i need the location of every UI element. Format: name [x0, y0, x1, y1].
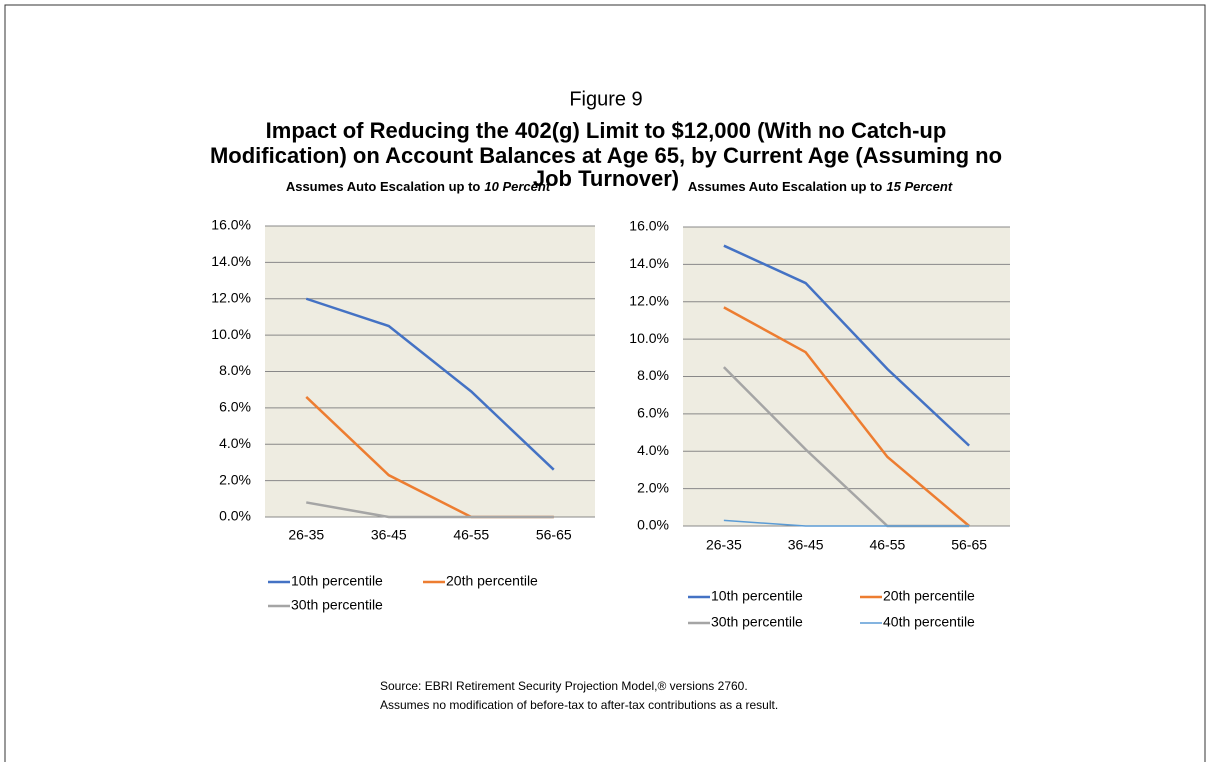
y-tick-label: 14.0% [211, 253, 251, 269]
note: Assumes no modification of before-tax to… [380, 698, 778, 712]
series-line [306, 501, 554, 519]
y-tick-label: 16.0% [629, 218, 669, 234]
x-tick-label: 36-45 [788, 537, 824, 553]
title-line: Job Turnover) [533, 166, 679, 191]
y-tick-label: 0.0% [637, 517, 669, 533]
y-tick-label: 10.0% [211, 326, 251, 342]
y-tick-label: 14.0% [629, 255, 669, 271]
y-tick-label: 2.0% [637, 479, 669, 495]
x-tick-label: 36-45 [371, 527, 407, 543]
subtitle: Assumes Auto Escalation up to 15 Percent [688, 179, 953, 194]
y-tick-label: 6.0% [219, 399, 251, 415]
x-tick-label: 26-35 [706, 537, 742, 553]
title-line: Impact of Reducing the 402(g) Limit to $… [266, 118, 947, 143]
y-tick-label: 10.0% [629, 330, 669, 346]
subtitle-emphasis: 10 Percent [484, 179, 550, 194]
legend-label: 20th percentile [883, 588, 975, 604]
y-tick-label: 4.0% [219, 435, 251, 451]
x-tick-label: 46-55 [869, 537, 905, 553]
y-tick-label: 6.0% [637, 405, 669, 421]
y-tick-label: 16.0% [211, 217, 251, 233]
legend-label: 30th percentile [711, 614, 803, 630]
y-tick-label: 12.0% [629, 292, 669, 308]
legend-label: 10th percentile [291, 573, 383, 589]
series-line [305, 297, 555, 471]
y-tick-label: 12.0% [211, 289, 251, 305]
y-tick-label: 8.0% [219, 362, 251, 378]
y-tick-label: 0.0% [219, 508, 251, 524]
series-line [723, 306, 970, 527]
title-line: Modification) on Account Balances at Age… [210, 143, 1002, 168]
legend-label: 40th percentile [883, 614, 975, 630]
subtitle-emphasis: 15 Percent [886, 179, 952, 194]
y-tick-label: 2.0% [219, 471, 251, 487]
subtitle-text: Assumes Auto Escalation up to [286, 179, 481, 194]
subtitle-text: Assumes Auto Escalation up to [688, 179, 883, 194]
legend-label: 10th percentile [711, 588, 803, 604]
figure-label: Figure 9 [569, 88, 642, 110]
x-tick-label: 56-65 [536, 527, 572, 543]
series-line [723, 244, 970, 447]
frame [4, 4, 1206, 762]
y-tick-label: 8.0% [637, 367, 669, 383]
x-tick-label: 56-65 [951, 537, 987, 553]
legend-label: 20th percentile [446, 573, 538, 589]
legend-label: 30th percentile [291, 597, 383, 613]
x-tick-label: 26-35 [288, 527, 324, 543]
y-tick-label: 4.0% [637, 442, 669, 458]
note: Source: EBRI Retirement Security Project… [380, 679, 748, 693]
x-tick-label: 46-55 [453, 527, 489, 543]
series-line [723, 519, 970, 527]
subtitle: Assumes Auto Escalation up to 10 Percent [286, 179, 551, 194]
